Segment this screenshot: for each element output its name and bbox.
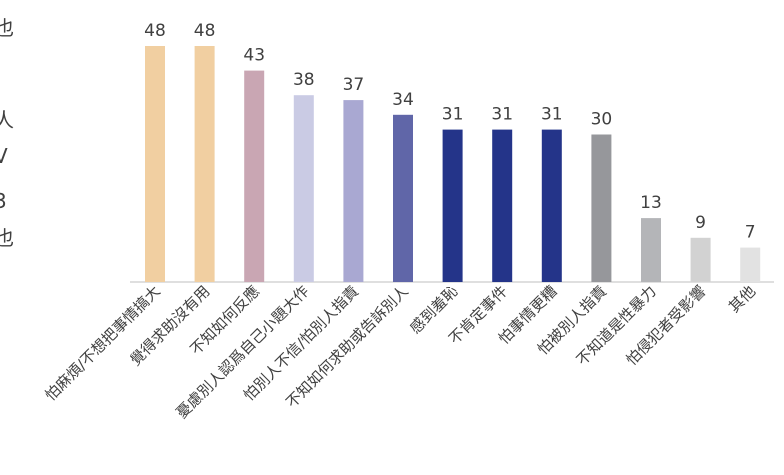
data-label: 31 <box>541 105 563 125</box>
bar <box>343 100 364 282</box>
left-fragment: 也 <box>0 16 14 40</box>
left-fragment: V <box>0 144 8 168</box>
left-fragment: 也 <box>0 226 14 250</box>
left-edge-text-fragments: 也 人 V 3 也 <box>0 16 14 250</box>
bar <box>541 129 562 282</box>
left-fragment: 3 <box>0 189 7 213</box>
data-label: 31 <box>442 105 464 125</box>
bars-group <box>145 46 761 283</box>
data-label: 43 <box>243 46 265 66</box>
bar <box>145 46 165 282</box>
category-labels-group: 怕麻煩/不想把事情搞大覺得求助沒有用不知如何反應憂慮別人認爲自己小題大作怕別人不… <box>41 282 759 422</box>
bar <box>492 129 513 282</box>
bar <box>591 134 612 282</box>
bar <box>293 95 314 282</box>
category-label: 其他 <box>725 282 759 316</box>
data-label: 13 <box>640 193 662 213</box>
bar <box>194 46 215 282</box>
data-label: 9 <box>695 213 706 233</box>
data-label: 37 <box>343 75 365 95</box>
bar <box>244 70 265 282</box>
data-label: 31 <box>491 105 513 125</box>
data-label: 7 <box>745 223 756 243</box>
data-label: 48 <box>194 21 216 41</box>
bar <box>442 129 463 282</box>
left-fragment: 人 <box>0 108 14 132</box>
bar <box>740 247 761 282</box>
bar <box>393 114 413 282</box>
data-label: 30 <box>591 110 613 130</box>
bar <box>690 237 711 283</box>
data-label: 38 <box>293 70 315 90</box>
data-label: 48 <box>144 21 166 41</box>
data-labels-group: 48 48 43 38 37 34 31 31 31 30 13 9 7 <box>144 21 755 243</box>
data-label: 34 <box>392 90 414 110</box>
bar <box>641 218 661 282</box>
